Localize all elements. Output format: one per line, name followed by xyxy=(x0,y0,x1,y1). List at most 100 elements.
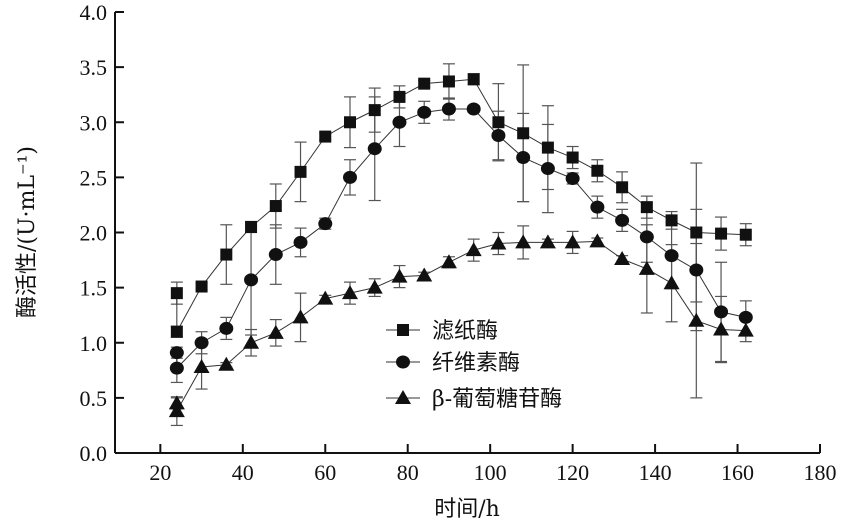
data-point-square xyxy=(170,287,183,300)
data-point-square xyxy=(344,116,356,129)
x-tick-label: 80 xyxy=(397,460,419,485)
data-point-triangle xyxy=(267,324,284,339)
data-point-circle xyxy=(466,102,481,116)
y-tick-label: 1.0 xyxy=(80,331,108,356)
data-point-triangle xyxy=(243,334,260,349)
data-point-triangle xyxy=(416,267,433,282)
data-point-circle xyxy=(367,142,382,156)
legend-label: β-葡萄糖苷酶 xyxy=(432,387,562,412)
data-point-triangle xyxy=(539,234,556,249)
y-tick-label: 4.0 xyxy=(80,0,108,25)
data-point-square xyxy=(467,73,480,86)
x-tick-label: 140 xyxy=(639,460,672,485)
y-tick-label: 3.0 xyxy=(80,110,108,135)
data-point-triangle xyxy=(440,254,457,269)
data-point-square xyxy=(690,226,703,239)
x-tick-label: 20 xyxy=(149,460,171,485)
data-point-square xyxy=(541,141,554,154)
data-point-square xyxy=(616,181,629,194)
data-point-triangle xyxy=(342,285,358,300)
x-tick-label: 120 xyxy=(556,460,589,485)
data-point-square xyxy=(294,165,307,178)
y-axis-title: 酶活性/(U·mL⁻¹) xyxy=(15,146,40,318)
data-point-triangle xyxy=(663,275,680,290)
legend-label: 纤维素酶 xyxy=(432,351,520,376)
data-point-square xyxy=(492,116,505,129)
data-point-circle xyxy=(738,310,753,324)
x-tick-label: 180 xyxy=(804,460,837,485)
data-point-square xyxy=(220,248,233,261)
data-point-square xyxy=(368,104,381,117)
x-tick-label: 160 xyxy=(721,460,754,485)
data-point-square xyxy=(517,127,530,140)
data-point-circle xyxy=(392,115,407,129)
data-point-triangle xyxy=(614,250,631,265)
data-point-circle xyxy=(219,321,234,335)
data-point-square xyxy=(665,214,678,227)
data-point-triangle xyxy=(589,233,606,248)
data-point-circle xyxy=(169,346,184,360)
data-point-square xyxy=(319,130,332,143)
data-point-triangle xyxy=(292,309,309,324)
y-tick-label: 0.5 xyxy=(80,386,108,411)
legend-marker-square xyxy=(397,324,409,336)
data-point-circle xyxy=(169,361,184,375)
data-point-triangle xyxy=(366,279,383,294)
data-point-circle xyxy=(590,200,605,214)
x-axis-title: 时间/h xyxy=(434,497,500,522)
data-point-circle xyxy=(565,171,580,185)
data-point-square xyxy=(418,77,431,90)
data-point-triangle xyxy=(515,234,532,249)
data-point-square xyxy=(739,228,752,241)
data-point-square xyxy=(442,75,455,88)
data-point-circle xyxy=(343,170,357,184)
data-point-triangle xyxy=(317,290,334,305)
data-point-circle xyxy=(417,105,432,119)
data-point-circle xyxy=(268,248,283,262)
y-tick-label: 2.5 xyxy=(80,165,108,190)
y-tick-label: 3.5 xyxy=(80,55,108,80)
data-point-square xyxy=(269,200,282,213)
data-point-circle xyxy=(540,162,555,176)
data-point-circle xyxy=(714,305,729,319)
series-line-square xyxy=(176,78,746,332)
data-point-circle xyxy=(194,336,209,350)
data-point-triangle xyxy=(638,260,655,275)
data-point-triangle xyxy=(688,312,705,327)
data-point-square xyxy=(591,164,604,177)
data-point-square xyxy=(393,90,406,103)
data-point-square xyxy=(195,280,208,293)
data-point-circle xyxy=(244,273,259,287)
x-tick-label: 60 xyxy=(314,460,336,485)
data-markers xyxy=(168,73,754,418)
data-point-triangle xyxy=(490,235,507,250)
data-point-circle xyxy=(689,263,704,277)
legend-marker-circle xyxy=(396,355,410,369)
data-point-square xyxy=(245,220,258,233)
data-point-circle xyxy=(293,235,308,249)
data-point-triangle xyxy=(168,403,185,418)
data-point-circle xyxy=(516,151,531,165)
legend-marker-triangle xyxy=(395,390,411,404)
data-point-circle xyxy=(441,102,456,116)
data-point-square xyxy=(170,325,183,338)
data-point-circle xyxy=(615,213,630,227)
legend-label: 滤纸酶 xyxy=(432,319,498,344)
x-tick-label: 100 xyxy=(474,460,507,485)
data-point-circle xyxy=(639,230,654,244)
data-point-triangle xyxy=(193,359,210,374)
y-tick-label: 1.5 xyxy=(80,276,108,301)
x-tick-label: 40 xyxy=(232,460,254,485)
data-point-square xyxy=(640,201,653,214)
data-point-square xyxy=(566,151,579,164)
data-point-triangle xyxy=(391,268,408,283)
data-point-triangle xyxy=(168,395,185,410)
data-point-square xyxy=(715,227,728,240)
data-point-triangle xyxy=(218,356,235,371)
y-tick-label: 2.0 xyxy=(80,221,108,246)
data-point-triangle xyxy=(737,322,754,337)
data-point-circle xyxy=(664,249,679,263)
data-point-triangle xyxy=(465,242,482,257)
